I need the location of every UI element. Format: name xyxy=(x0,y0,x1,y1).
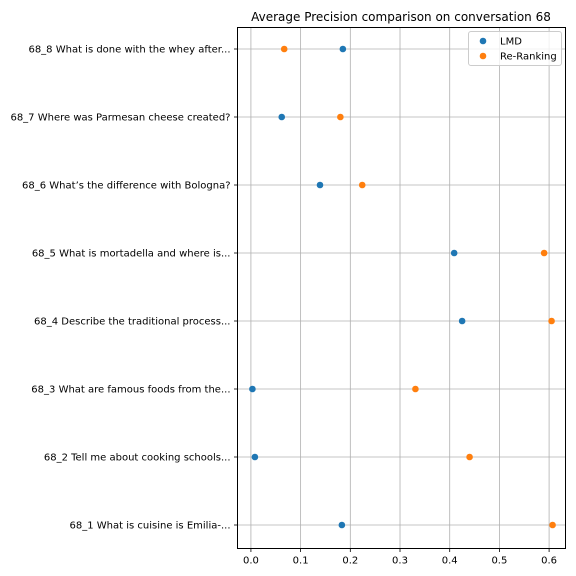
data-points xyxy=(249,45,556,529)
y-tick-label: 68_2 Tell me about cooking schools... xyxy=(44,453,231,464)
point-series-0-7 xyxy=(339,45,347,53)
x-tick-label: 0.3 xyxy=(392,556,408,567)
point-series-0-5 xyxy=(316,181,324,189)
point-series-0-1 xyxy=(251,453,259,461)
chart-title: Average Precision comparison on conversa… xyxy=(251,10,551,24)
point-series-1-6 xyxy=(337,113,344,121)
point-series-0-4 xyxy=(450,249,458,257)
x-tick-label: 0.1 xyxy=(293,556,309,567)
legend-marker-1 xyxy=(479,52,487,60)
point-series-1-4 xyxy=(540,249,548,257)
grid-lines xyxy=(237,27,566,549)
x-tick-label: 0.0 xyxy=(243,556,259,567)
point-series-1-0 xyxy=(549,521,556,529)
legend-label-0: LMD xyxy=(500,37,522,48)
point-series-0-6 xyxy=(278,113,286,121)
y-tick-label: 68_3 What are famous foods from the... xyxy=(31,385,230,396)
x-tick-label: 0.2 xyxy=(342,556,358,567)
point-series-1-2 xyxy=(412,385,419,393)
point-series-1-5 xyxy=(358,181,366,189)
point-series-1-1 xyxy=(466,453,473,461)
y-tick-label: 68_6 What’s the difference with Bologna? xyxy=(22,181,230,192)
legend-label-1: Re-Ranking xyxy=(500,52,557,63)
x-tick-label: 0.4 xyxy=(442,556,458,567)
y-tick-label: 68_1 What is cuisine is Emilia-... xyxy=(70,521,231,532)
point-series-0-2 xyxy=(249,385,256,393)
point-series-1-7 xyxy=(280,45,288,53)
legend-box xyxy=(468,31,562,66)
y-tick-label: 68_8 What is done with the whey after... xyxy=(28,45,230,56)
plot-area-frame xyxy=(237,27,566,549)
legend: LMD Re-Ranking xyxy=(468,31,562,66)
legend-marker-0 xyxy=(479,37,487,45)
y-tick-label: 68_4 Describe the traditional process... xyxy=(34,317,230,328)
point-series-1-3 xyxy=(548,317,555,325)
x-axis-ticks: 0.0 0.1 0.2 0.3 0.4 0.5 0.6 xyxy=(243,548,557,567)
point-series-0-3 xyxy=(458,317,466,325)
point-series-0-0 xyxy=(338,521,346,529)
x-tick-label: 0.6 xyxy=(541,556,557,567)
x-tick-label: 0.5 xyxy=(491,556,507,567)
y-axis-ticks: 68_1 What is cuisine is Emilia-... 68_2 T… xyxy=(10,45,238,532)
y-tick-label: 68_7 Where was Parmesan cheese created? xyxy=(10,113,230,124)
y-tick-label: 68_5 What is mortadella and where is... xyxy=(32,249,231,260)
